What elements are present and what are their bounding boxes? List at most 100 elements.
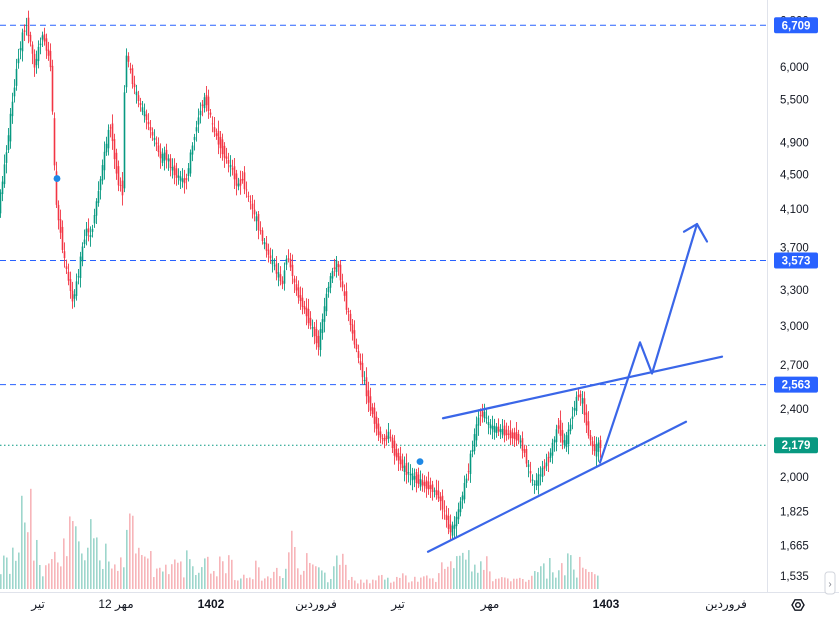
candle-body [459, 501, 462, 513]
volume-bar [252, 579, 254, 589]
candle-body [217, 130, 220, 145]
price-badge-label: 2,179 [782, 440, 811, 452]
candle-body [233, 166, 236, 180]
volume-bar [270, 578, 272, 589]
candle-body [321, 319, 324, 333]
candle-body [359, 361, 362, 365]
volume-bar [333, 566, 335, 589]
volume-bar [51, 559, 53, 589]
y-tick-label: 1,535 [780, 571, 809, 583]
volume-bar [249, 577, 251, 589]
candle-body [291, 264, 294, 277]
candle-body [439, 496, 442, 502]
candle-body [17, 58, 20, 64]
candle-body [395, 448, 398, 458]
volume-bar [198, 572, 200, 589]
candle-body [421, 480, 424, 486]
volume-bar [276, 567, 278, 589]
candle-body [565, 435, 568, 448]
time-axis[interactable]: تیر 12 مهر 1402 فروردین تیر مهر 1403 فروردین [30, 597, 747, 612]
volume-bar [486, 556, 488, 589]
candle-body [119, 185, 122, 186]
y-tick-label: 2,000 [780, 472, 809, 484]
candle-body [495, 426, 498, 434]
candle-body [25, 25, 28, 26]
volume-bar [528, 579, 530, 589]
candle-body [155, 142, 158, 145]
volume-bar [21, 495, 23, 589]
volume-bar [0, 574, 2, 589]
price-badge [774, 437, 818, 454]
volume-bar [342, 553, 344, 589]
candle-body [393, 440, 396, 456]
volume-bar [534, 571, 536, 589]
candle-body [389, 436, 392, 438]
candle-body [31, 44, 34, 54]
candle-body [247, 195, 250, 197]
scroll-handle[interactable]: › [824, 571, 836, 595]
volume-bar [513, 578, 515, 589]
volume-bar [123, 567, 125, 589]
volume-bar [267, 576, 269, 589]
volume-bar [393, 581, 395, 589]
volume-bar [309, 562, 311, 589]
volume-bar [84, 560, 86, 589]
y-tick-label: 1,665 [780, 541, 809, 553]
candle-body [535, 480, 538, 486]
volume-bar [351, 576, 353, 589]
candle-body [153, 137, 156, 141]
candle-body [577, 394, 580, 397]
volume-bar [348, 579, 350, 589]
candle-body [3, 164, 6, 185]
candle-body [453, 524, 456, 529]
candle-body [115, 152, 118, 174]
volume-bar [510, 581, 512, 589]
volume-bar [231, 559, 233, 589]
candle-body [63, 251, 66, 259]
candle-body [87, 228, 90, 233]
candle-body [477, 417, 480, 426]
candle-body [251, 203, 254, 210]
candle-body [57, 204, 60, 221]
candle-body [41, 35, 44, 40]
x-tick-label: تیر [30, 597, 45, 612]
candle-body [443, 510, 446, 512]
volume-bar [60, 566, 62, 589]
candle-body [289, 258, 292, 268]
candle-body [313, 326, 316, 337]
price-badge [774, 376, 818, 393]
price-axis[interactable]: 6,000 5,500 4,900 4,500 4,100 3,700 3,300 3,000… [780, 15, 809, 583]
volume-bar [465, 559, 467, 589]
candle-body [227, 159, 230, 164]
candle-body [105, 143, 108, 153]
candle-body [23, 30, 26, 33]
volume-bar [336, 555, 338, 589]
candle-body [557, 425, 560, 429]
candle-body [207, 96, 210, 111]
volume-bar [258, 567, 260, 589]
settings-gear-icon[interactable] [791, 599, 805, 611]
candle-body [467, 471, 470, 473]
x-tick-label: مهر [480, 597, 500, 612]
candle-body [145, 114, 148, 120]
candle-body [257, 214, 260, 231]
volume-bar [312, 564, 314, 589]
volume-bar [405, 575, 407, 589]
candle-body [505, 429, 508, 436]
volume-bar [456, 556, 458, 589]
candle-body [213, 127, 216, 133]
candle-body [65, 266, 68, 270]
volume-bar [573, 569, 575, 589]
volume-bar [543, 563, 545, 589]
candle-body [211, 123, 214, 125]
candle-body [165, 149, 168, 160]
candle-body [187, 168, 190, 176]
candle-body [569, 424, 572, 432]
volume-bar [288, 552, 290, 589]
candle-body [501, 428, 504, 435]
volume-bar [396, 576, 398, 589]
volume-bar [417, 581, 419, 589]
volume-bar [516, 578, 518, 589]
candle-body [433, 490, 436, 492]
